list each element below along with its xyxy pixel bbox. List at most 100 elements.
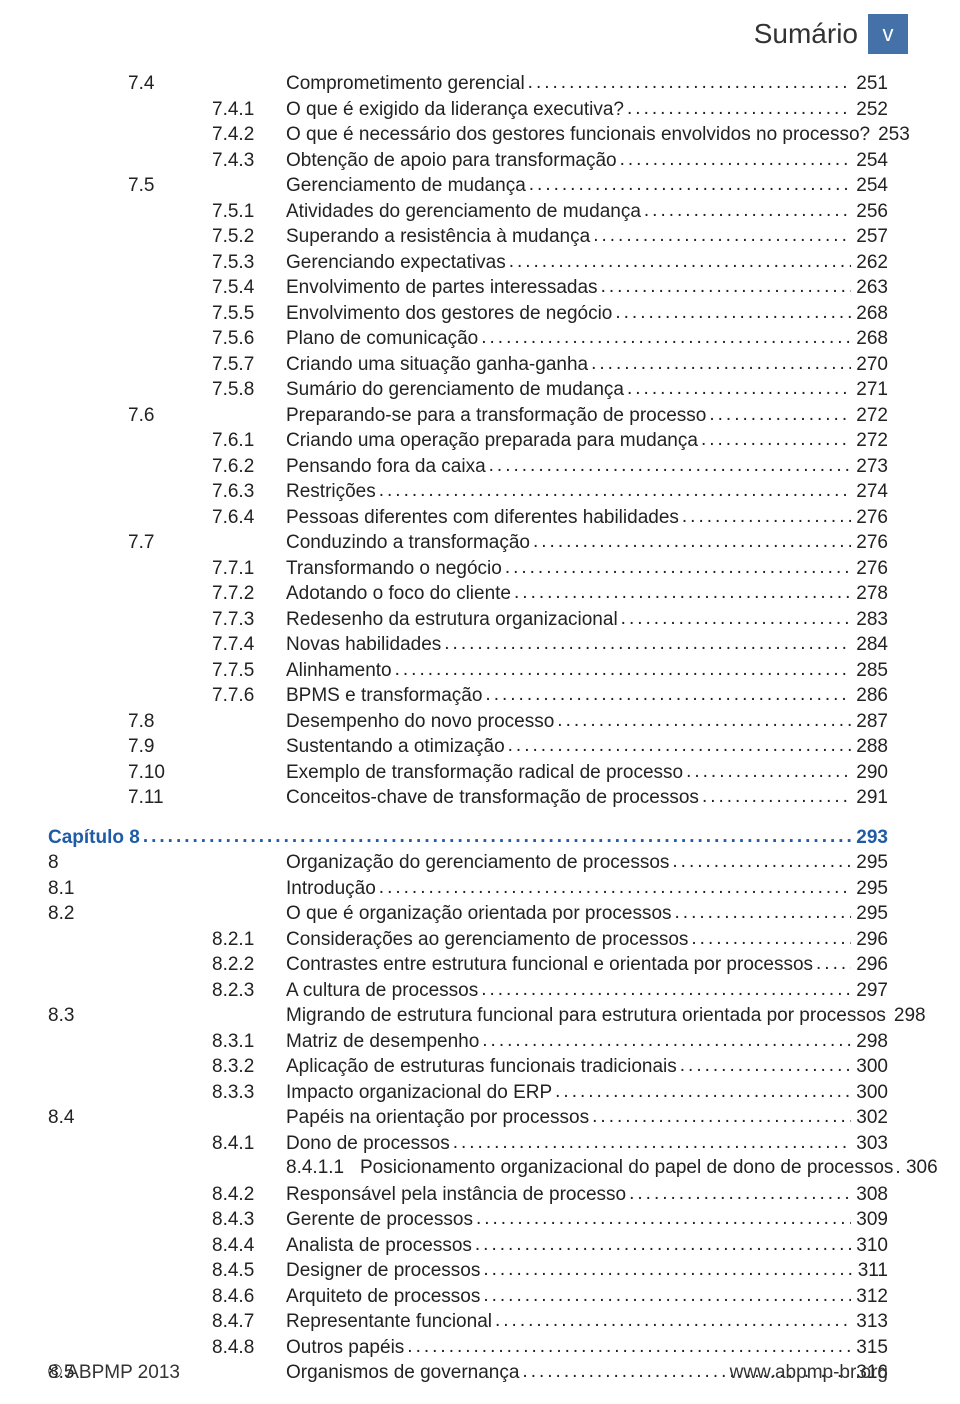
toc-page: 263 bbox=[854, 275, 888, 301]
toc-label: Preparando-se para a transformação de pr… bbox=[286, 403, 706, 429]
toc-page: 302 bbox=[854, 1105, 888, 1131]
toc-number: 8.2.2 bbox=[212, 952, 286, 978]
toc-page: 309 bbox=[854, 1207, 888, 1233]
leader-dots bbox=[620, 147, 852, 166]
toc-page: 286 bbox=[854, 683, 888, 709]
toc-label: Responsável pela instância de processo bbox=[286, 1182, 626, 1208]
leader-dots bbox=[495, 1308, 851, 1327]
toc-label: Analista de processos bbox=[286, 1233, 472, 1259]
toc-label: Dono de processos bbox=[286, 1131, 450, 1157]
toc-number: 7.8 bbox=[128, 709, 212, 735]
leader-dots bbox=[601, 274, 852, 293]
toc-label: Organização do gerenciamento de processo… bbox=[286, 850, 669, 876]
toc-page: 276 bbox=[854, 556, 888, 582]
toc-page: 300 bbox=[854, 1054, 888, 1080]
toc-number: 8.4.1.1 bbox=[286, 1155, 360, 1181]
toc-row: 7.5.3Gerenciando expectativas262 bbox=[48, 249, 888, 275]
leader-dots bbox=[533, 529, 851, 548]
toc-page: 257 bbox=[854, 224, 888, 250]
toc-page: 271 bbox=[854, 377, 888, 403]
toc-label: Posicionamento organizacional do papel d… bbox=[360, 1155, 893, 1181]
toc-row: 7.5.1Atividades do gerenciamento de muda… bbox=[48, 198, 888, 224]
toc-row: 7.6.3Restrições274 bbox=[48, 478, 888, 504]
toc-row: 8.4.1.1Posicionamento organizacional do … bbox=[48, 1155, 888, 1181]
toc-label: Envolvimento dos gestores de negócio bbox=[286, 301, 612, 327]
leader-dots bbox=[675, 900, 852, 919]
toc-number: 7.5.7 bbox=[212, 352, 286, 378]
toc-page: 296 bbox=[854, 927, 888, 953]
toc-label: Superando a resistência à mudança bbox=[286, 224, 590, 250]
toc-label: Aplicação de estruturas funcionais tradi… bbox=[286, 1054, 677, 1080]
toc-page: 253 bbox=[876, 122, 910, 148]
toc-label: Introdução bbox=[286, 876, 376, 902]
toc-row: 7.7.6BPMS e transformação286 bbox=[48, 682, 888, 708]
toc-number: 8 bbox=[48, 850, 128, 876]
toc-number: 8.4.8 bbox=[212, 1335, 286, 1361]
toc-row: 8.3.3Impacto organizacional do ERP300 bbox=[48, 1079, 888, 1105]
toc-page: 276 bbox=[854, 530, 888, 556]
leader-dots bbox=[485, 682, 851, 701]
toc-label: Obtenção de apoio para transformação bbox=[286, 148, 617, 174]
toc-label: Comprometimento gerencial bbox=[286, 71, 525, 97]
toc-number: 8.4 bbox=[48, 1105, 128, 1131]
toc-row: 7.7.1Transformando o negócio276 bbox=[48, 555, 888, 581]
toc-number: 8.1 bbox=[48, 876, 128, 902]
toc-page: 308 bbox=[854, 1182, 888, 1208]
leader-dots bbox=[407, 1334, 851, 1353]
leader-dots bbox=[529, 172, 852, 191]
toc-page: 295 bbox=[854, 901, 888, 927]
leader-dots bbox=[701, 427, 851, 446]
leader-dots bbox=[483, 1283, 851, 1302]
leader-dots bbox=[629, 1181, 851, 1200]
toc-label: Alinhamento bbox=[286, 658, 392, 684]
leader-dots bbox=[481, 977, 851, 996]
copyright: © ABPMP 2013 bbox=[48, 1362, 180, 1384]
toc-row: 8.2.2Contrastes entre estrutura funciona… bbox=[48, 951, 888, 977]
toc-row: 7.6Preparando-se para a transformação de… bbox=[48, 402, 888, 428]
toc-row: 8.4.2Responsável pela instância de proce… bbox=[48, 1181, 888, 1207]
toc-label: Plano de comunicação bbox=[286, 326, 478, 352]
toc-page: 300 bbox=[854, 1080, 888, 1106]
leader-dots bbox=[509, 249, 852, 268]
toc-row: 7.4.2O que é necessário dos gestores fun… bbox=[48, 121, 888, 147]
toc-number: 7.7 bbox=[128, 530, 212, 556]
toc-row: 7.11Conceitos-chave de transformação de … bbox=[48, 784, 888, 810]
toc-page: 298 bbox=[854, 1029, 888, 1055]
toc-number: 7.5.2 bbox=[212, 224, 286, 250]
toc-label: Papéis na orientação por processos bbox=[286, 1105, 589, 1131]
toc-label: Restrições bbox=[286, 479, 376, 505]
toc-number: 7.7.3 bbox=[212, 607, 286, 633]
toc-row: 7.5Gerenciamento de mudança254 bbox=[48, 172, 888, 198]
toc-row: 8.4 Papéis na orientação por processos 302 bbox=[48, 1104, 888, 1130]
toc-row: 7.7.3Redesenho da estrutura organizacion… bbox=[48, 606, 888, 632]
toc-number: 7.5 bbox=[128, 173, 212, 199]
toc-number: 7.11 bbox=[128, 785, 212, 811]
leader-dots bbox=[672, 849, 851, 868]
toc-number: 7.7.6 bbox=[212, 683, 286, 709]
toc-page: 283 bbox=[854, 607, 888, 633]
toc-row: 7.5.5Envolvimento dos gestores de negóci… bbox=[48, 300, 888, 326]
toc-page: 313 bbox=[854, 1309, 888, 1335]
toc-row: Capítulo 8293 bbox=[48, 824, 888, 850]
toc-page: 284 bbox=[854, 632, 888, 658]
leader-dots bbox=[691, 926, 851, 945]
toc-page: 290 bbox=[854, 760, 888, 786]
leader-dots bbox=[143, 824, 851, 843]
toc-label: Novas habilidades bbox=[286, 632, 441, 658]
toc-row: 7.7Conduzindo a transformação276 bbox=[48, 529, 888, 555]
toc-row: 8.2.1Considerações ao gerenciamento de p… bbox=[48, 926, 888, 952]
toc-number: 7.5.1 bbox=[212, 199, 286, 225]
toc-page: 285 bbox=[854, 658, 888, 684]
toc-label: Considerações ao gerenciamento de proces… bbox=[286, 927, 688, 953]
leader-dots bbox=[682, 504, 851, 523]
toc-label: Designer de processos bbox=[286, 1258, 480, 1284]
toc-number: 7.7.2 bbox=[212, 581, 286, 607]
toc-label: Redesenho da estrutura organizacional bbox=[286, 607, 618, 633]
toc-number: 7.6.3 bbox=[212, 479, 286, 505]
toc-page: 297 bbox=[854, 978, 888, 1004]
leader-dots bbox=[489, 453, 852, 472]
toc-row: 8.4.4Analista de processos310 bbox=[48, 1232, 888, 1258]
leader-dots bbox=[816, 951, 851, 970]
leader-dots bbox=[627, 96, 851, 115]
leader-dots bbox=[379, 875, 852, 894]
